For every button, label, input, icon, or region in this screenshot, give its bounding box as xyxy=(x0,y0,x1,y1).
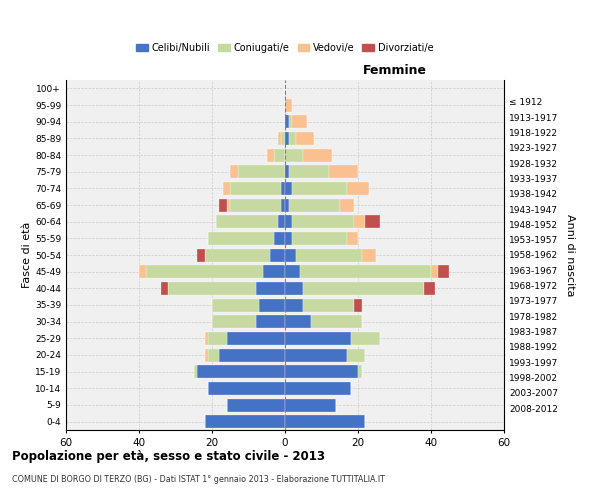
Bar xyxy=(168,282,256,295)
Bar xyxy=(296,248,362,262)
Bar xyxy=(285,332,350,345)
Bar xyxy=(285,298,303,312)
Bar xyxy=(220,198,227,211)
Y-axis label: Anni di nascita: Anni di nascita xyxy=(565,214,575,296)
Bar xyxy=(285,265,299,278)
Bar xyxy=(347,348,365,362)
Bar xyxy=(285,382,350,395)
Bar xyxy=(285,415,365,428)
Bar xyxy=(292,232,347,245)
Bar xyxy=(227,198,230,211)
Bar xyxy=(311,315,362,328)
Bar xyxy=(220,348,285,362)
Bar xyxy=(285,398,336,411)
Bar xyxy=(350,332,380,345)
Bar xyxy=(212,315,256,328)
Bar xyxy=(329,165,358,178)
Bar xyxy=(289,132,296,145)
Bar xyxy=(285,115,289,128)
Bar xyxy=(340,198,355,211)
Bar xyxy=(227,332,285,345)
Bar xyxy=(197,248,205,262)
Bar xyxy=(205,332,208,345)
Text: Femmine: Femmine xyxy=(362,64,427,76)
Bar xyxy=(285,132,289,145)
Bar xyxy=(278,215,285,228)
Bar xyxy=(267,148,274,162)
Bar xyxy=(285,248,296,262)
Bar xyxy=(230,182,281,195)
Bar xyxy=(285,232,292,245)
Bar xyxy=(303,148,332,162)
Bar xyxy=(285,215,292,228)
Y-axis label: Fasce di età: Fasce di età xyxy=(22,222,32,288)
Bar xyxy=(303,282,424,295)
Bar xyxy=(256,315,285,328)
Bar xyxy=(208,232,274,245)
Bar xyxy=(259,298,285,312)
Bar xyxy=(292,182,347,195)
Bar xyxy=(256,282,285,295)
Bar xyxy=(205,348,208,362)
Bar xyxy=(347,182,369,195)
Bar xyxy=(227,398,285,411)
Bar xyxy=(431,265,438,278)
Bar xyxy=(205,415,285,428)
Bar xyxy=(358,365,362,378)
Bar xyxy=(281,132,285,145)
Bar xyxy=(281,182,285,195)
Bar xyxy=(274,148,285,162)
Bar xyxy=(285,198,289,211)
Legend: Celibi/Nubili, Coniugati/e, Vedovi/e, Divorziati/e: Celibi/Nubili, Coniugati/e, Vedovi/e, Di… xyxy=(133,40,437,57)
Bar xyxy=(285,165,289,178)
Bar xyxy=(303,298,355,312)
Bar xyxy=(347,232,358,245)
Bar xyxy=(285,365,358,378)
Bar xyxy=(424,282,434,295)
Bar xyxy=(161,282,168,295)
Bar xyxy=(289,165,329,178)
Bar xyxy=(365,215,380,228)
Bar xyxy=(205,248,271,262)
Bar xyxy=(296,132,314,145)
Bar xyxy=(197,365,285,378)
Bar xyxy=(194,365,197,378)
Bar xyxy=(139,265,146,278)
Bar xyxy=(238,165,285,178)
Bar xyxy=(146,265,263,278)
Bar xyxy=(355,298,362,312)
Bar xyxy=(285,315,311,328)
Bar xyxy=(362,248,376,262)
Bar xyxy=(292,115,307,128)
Bar xyxy=(285,182,292,195)
Bar xyxy=(292,215,355,228)
Bar xyxy=(271,248,285,262)
Bar xyxy=(299,265,431,278)
Bar xyxy=(278,132,281,145)
Bar xyxy=(355,215,365,228)
Bar xyxy=(289,198,340,211)
Bar xyxy=(285,282,303,295)
Bar xyxy=(274,232,285,245)
Text: Popolazione per età, sesso e stato civile - 2013: Popolazione per età, sesso e stato civil… xyxy=(12,450,325,463)
Bar xyxy=(208,332,227,345)
Text: COMUNE DI BORGO DI TERZO (BG) - Dati ISTAT 1° gennaio 2013 - Elaborazione TUTTIT: COMUNE DI BORGO DI TERZO (BG) - Dati IST… xyxy=(12,475,385,484)
Bar xyxy=(285,348,347,362)
Bar xyxy=(230,165,238,178)
Bar xyxy=(438,265,449,278)
Bar xyxy=(230,198,281,211)
Bar xyxy=(285,148,303,162)
Bar xyxy=(285,98,292,112)
Bar xyxy=(208,382,285,395)
Bar xyxy=(208,348,220,362)
Bar xyxy=(215,215,278,228)
Bar xyxy=(223,182,230,195)
Bar xyxy=(289,115,292,128)
Bar xyxy=(263,265,285,278)
Bar xyxy=(281,198,285,211)
Bar xyxy=(212,298,259,312)
